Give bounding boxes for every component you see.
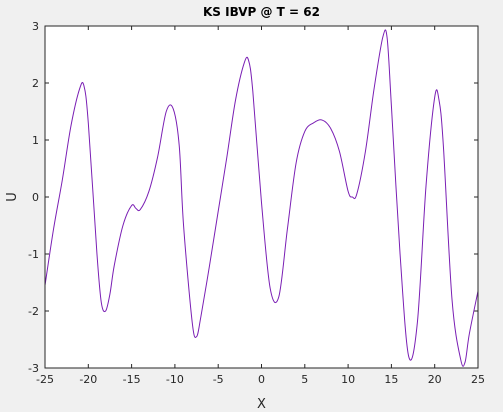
chart-title: KS IBVP @ T = 62 — [203, 5, 320, 19]
x-tick-label: -20 — [79, 373, 97, 386]
y-tick-label: -3 — [28, 362, 39, 375]
plot-frame — [44, 25, 479, 369]
y-axis-label: U — [5, 192, 20, 202]
x-axis-label: X — [257, 397, 266, 412]
series-line — [44, 29, 479, 367]
x-tick-label: 0 — [258, 373, 265, 386]
x-tick-label: 15 — [384, 373, 398, 386]
x-tick-label: -15 — [123, 373, 141, 386]
y-tick-label: -1 — [28, 248, 39, 261]
x-tick-label: -5 — [213, 373, 224, 386]
y-tick-label: -2 — [28, 305, 39, 318]
y-tick-label: 3 — [32, 20, 39, 33]
x-tick-label: 10 — [341, 373, 355, 386]
y-tick-label: 0 — [32, 191, 39, 204]
x-tick-label: 5 — [301, 373, 308, 386]
x-tick-label: -10 — [166, 373, 184, 386]
y-tick-label: 1 — [32, 134, 39, 147]
x-tick-label: -25 — [36, 373, 54, 386]
x-tick-label: 20 — [428, 373, 442, 386]
x-tick-label: 25 — [471, 373, 485, 386]
y-tick-label: 2 — [32, 77, 39, 90]
